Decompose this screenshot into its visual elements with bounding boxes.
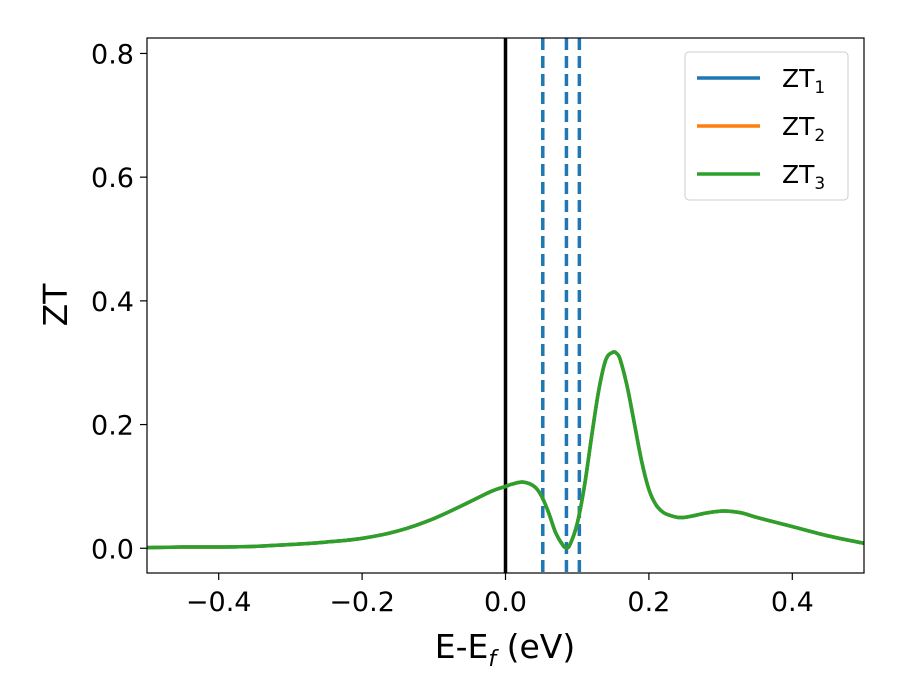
x-tick-label: 0.4 [771,587,814,618]
legend: ZT1 ZT2 ZT3 [684,51,849,201]
series-line-zt3 [147,350,864,550]
x-axis-ticks: −0.4 −0.2 0.0 0.2 0.4 [186,573,814,618]
x-tick-label: −0.2 [329,587,395,618]
x-tick-label: −0.4 [186,587,252,618]
y-tick-label: 0.4 [91,287,134,318]
legend-label-zt1: ZT1 [782,64,825,98]
y-tick-label: 0.8 [91,39,134,70]
x-tick-label: 0.0 [484,587,527,618]
legend-label-zt3: ZT3 [782,160,825,194]
legend-label-zt2: ZT2 [782,112,825,146]
vertical-reference-lines [503,38,582,573]
legend-box [684,51,849,201]
y-tick-label: 0.0 [91,534,134,565]
y-tick-label: 0.6 [91,163,134,194]
series-lines [147,350,864,550]
y-axis-ticks: 0.0 0.2 0.4 0.6 0.8 [91,39,147,565]
x-tick-label: 0.2 [627,587,670,618]
y-tick-label: 0.2 [91,411,134,442]
x-axis-label: E-Ef (eV) [435,627,575,672]
y-axis-label: ZT [36,283,75,327]
